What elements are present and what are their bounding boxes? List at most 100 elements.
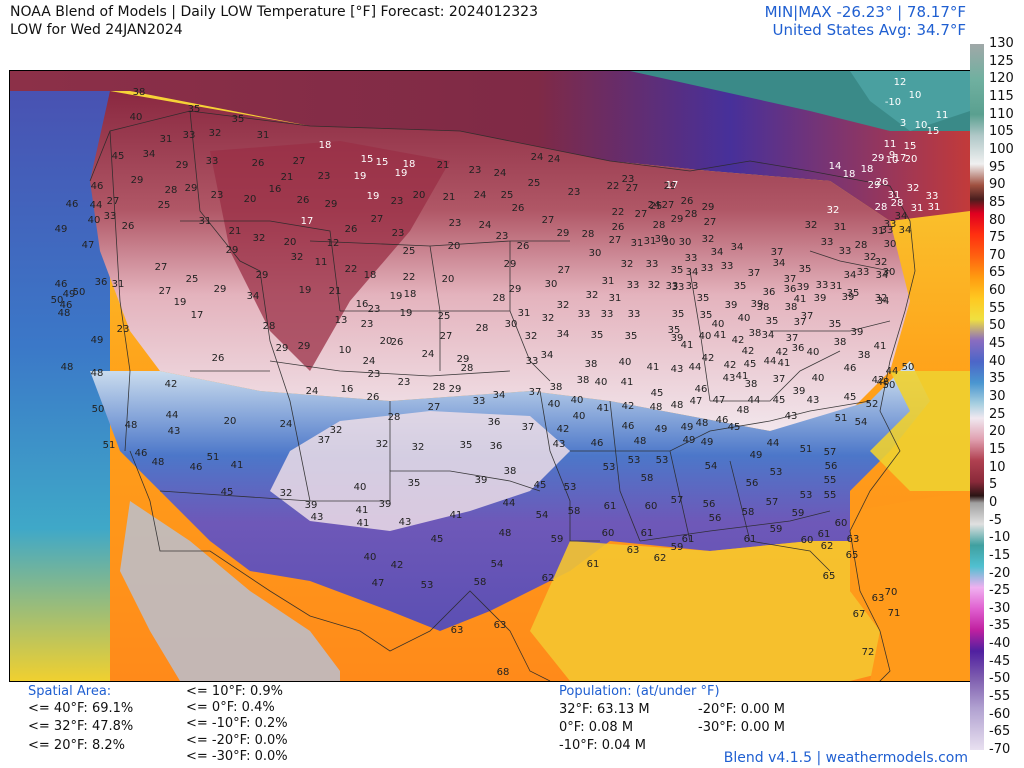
station-value: 22 [612, 207, 625, 218]
station-value: 32 [412, 442, 425, 453]
station-value: 61 [641, 528, 654, 539]
station-value: 46 [591, 438, 604, 449]
station-value: 25 [186, 274, 199, 285]
map-title: NOAA Blend of Models | Daily LOW Tempera… [10, 4, 538, 20]
scale-label: 65 [989, 265, 1006, 281]
station-value: 37 [773, 374, 786, 385]
scale-label: -20 [989, 565, 1011, 581]
station-value: 33 [578, 309, 591, 320]
station-value: 29 [449, 384, 462, 395]
station-value: 43 [671, 364, 684, 375]
station-value: 43 [785, 411, 798, 422]
station-value: 27 [428, 402, 441, 413]
station-value: 48 [499, 528, 512, 539]
station-value: 10 [339, 345, 352, 356]
station-value: 29 [457, 354, 470, 365]
station-value: 68 [497, 667, 510, 678]
minmax-readout: MIN|MAX -26.23° | 78.17°F [764, 3, 966, 21]
station-value: 34 [557, 329, 570, 340]
station-value: 21 [329, 286, 342, 297]
station-value: 44 [503, 498, 516, 509]
station-value: 32 [557, 300, 570, 311]
station-value: 49 [681, 422, 694, 433]
station-value: 30 [655, 234, 668, 245]
station-value: 39 [793, 386, 806, 397]
station-value: 61 [818, 529, 831, 540]
station-value: 38 [577, 375, 590, 386]
station-value: 51 [800, 444, 813, 455]
station-value: 17 [894, 153, 907, 164]
station-value: 29 [872, 153, 885, 164]
station-value: 26 [876, 177, 889, 188]
station-value: 49 [750, 450, 763, 461]
station-value: 25 [528, 178, 541, 189]
scale-label: 95 [989, 159, 1006, 175]
scale-label: -30 [989, 600, 1011, 616]
station-value: 19 [299, 285, 312, 296]
station-value: 20 [284, 237, 297, 248]
station-value: 61 [587, 559, 600, 570]
station-value: 62 [821, 541, 834, 552]
us-average-readout: United States Avg: 34.7°F [772, 21, 966, 39]
station-value: 35 [766, 316, 779, 327]
station-value: 56 [703, 499, 716, 510]
station-value: 26 [367, 392, 380, 403]
station-value: 45 [773, 395, 786, 406]
station-value: 10 [886, 155, 899, 166]
station-value: 32 [875, 293, 888, 304]
station-value: 36 [488, 417, 501, 428]
station-value: 41 [736, 371, 749, 382]
station-value: 19 [174, 297, 187, 308]
station-value: 27 [293, 156, 306, 167]
station-value: 39 [379, 499, 392, 510]
station-value: 48 [91, 368, 104, 379]
station-value: 30 [679, 237, 692, 248]
scale-label: -10 [989, 530, 1011, 546]
station-value: 67 [853, 609, 866, 620]
station-value: 45 [651, 388, 664, 399]
station-value: 32 [253, 233, 266, 244]
station-value: 33 [816, 280, 829, 291]
station-value: 33 [821, 237, 834, 248]
station-value: 27 [704, 217, 717, 228]
station-value: 39 [725, 300, 738, 311]
station-value: 42 [776, 347, 789, 358]
station-value: 60 [602, 528, 615, 539]
station-value: 23 [469, 165, 482, 176]
station-value: 18 [843, 169, 856, 180]
station-value: 29 [671, 214, 684, 225]
station-value: 32 [525, 331, 538, 342]
station-value: 46 [695, 384, 708, 395]
spatial-stat: <= 32°F: 47.8% [28, 719, 134, 734]
scale-label: 20 [989, 424, 1006, 440]
station-value: 32 [586, 290, 599, 301]
station-value: 25 [650, 201, 663, 212]
station-value: 44 [689, 362, 702, 373]
station-value: 33 [839, 246, 852, 257]
station-value: 47 [690, 396, 703, 407]
station-value: 46 [91, 181, 104, 192]
station-value: 23 [391, 196, 404, 207]
station-value: 29 [131, 175, 144, 186]
station-value: 49 [655, 424, 668, 435]
station-value: 32 [291, 252, 304, 263]
station-value: 56 [825, 461, 838, 472]
station-value: 31 [160, 134, 173, 145]
station-value: 32 [209, 128, 222, 139]
station-value: 41 [874, 341, 887, 352]
spatial-stat: <= 40°F: 69.1% [28, 701, 134, 716]
station-value: 30 [884, 239, 897, 250]
station-value: 37 [748, 268, 761, 279]
station-value: 52 [866, 399, 879, 410]
color-scale-bar [970, 44, 984, 750]
station-value: 62 [542, 573, 555, 584]
map-subtitle: LOW for Wed 24JAN2024 [10, 22, 183, 38]
scale-label: 125 [989, 53, 1014, 69]
scale-label: 55 [989, 300, 1006, 316]
station-value: 45 [221, 487, 234, 498]
station-value: 58 [742, 507, 755, 518]
station-value: 63 [494, 620, 507, 631]
station-value: 21 [281, 172, 294, 183]
station-value: 40 [812, 373, 825, 384]
